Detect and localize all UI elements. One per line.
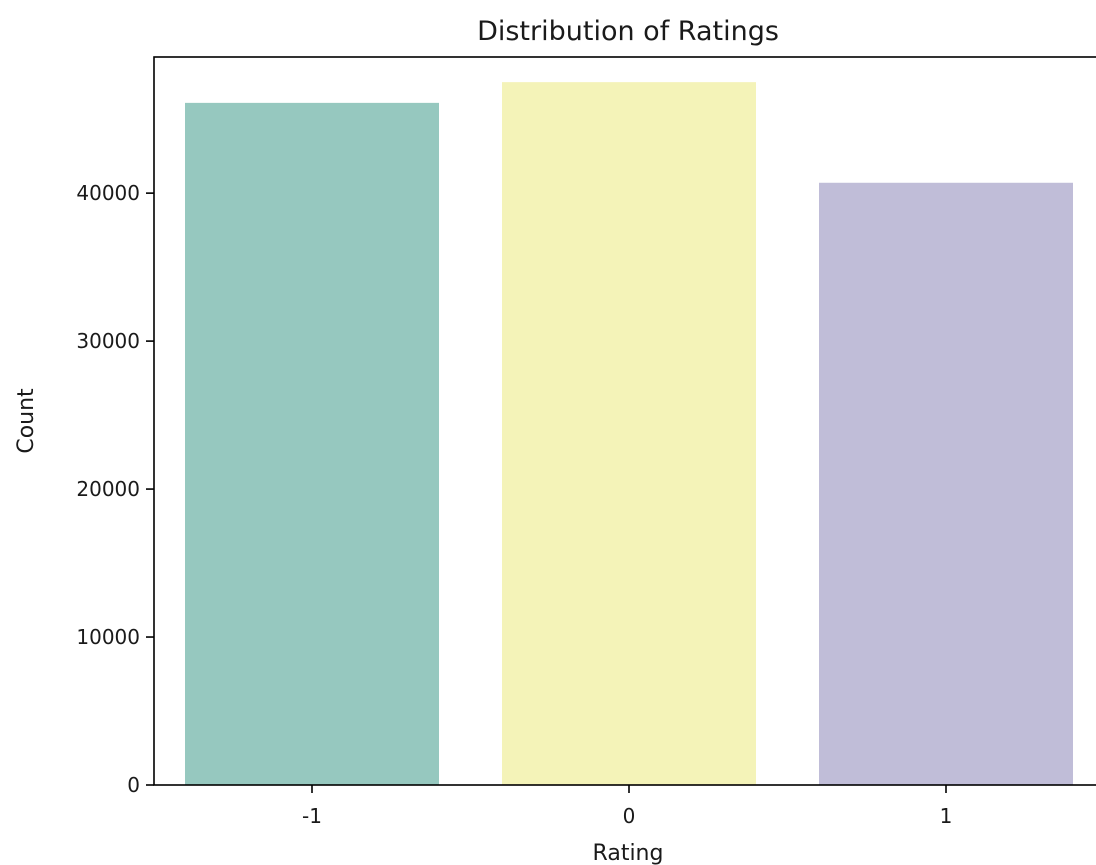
y-axis-label: Count	[14, 388, 39, 454]
axes-frame	[153, 56, 1096, 786]
x-axis-label: Rating	[593, 841, 664, 865]
x-tick-label: 1	[940, 804, 953, 828]
y-tick-label: 40000	[76, 181, 140, 205]
bars-group	[185, 82, 1073, 786]
y-tick-label: 10000	[76, 625, 140, 649]
bar--1	[185, 102, 439, 785]
bar-0	[502, 82, 756, 785]
x-axis-ticks: -1 0 1	[302, 785, 952, 828]
x-tick-label: -1	[302, 804, 322, 828]
y-tick-label: 0	[127, 773, 140, 797]
y-tick-label: 20000	[76, 477, 140, 501]
y-axis-ticks: 0 10000 20000 30000 40000	[76, 181, 154, 797]
x-tick-label: 0	[623, 804, 636, 828]
chart-title: Distribution of Ratings	[477, 16, 779, 47]
y-tick-label: 30000	[76, 329, 140, 353]
bar-1	[819, 182, 1073, 786]
